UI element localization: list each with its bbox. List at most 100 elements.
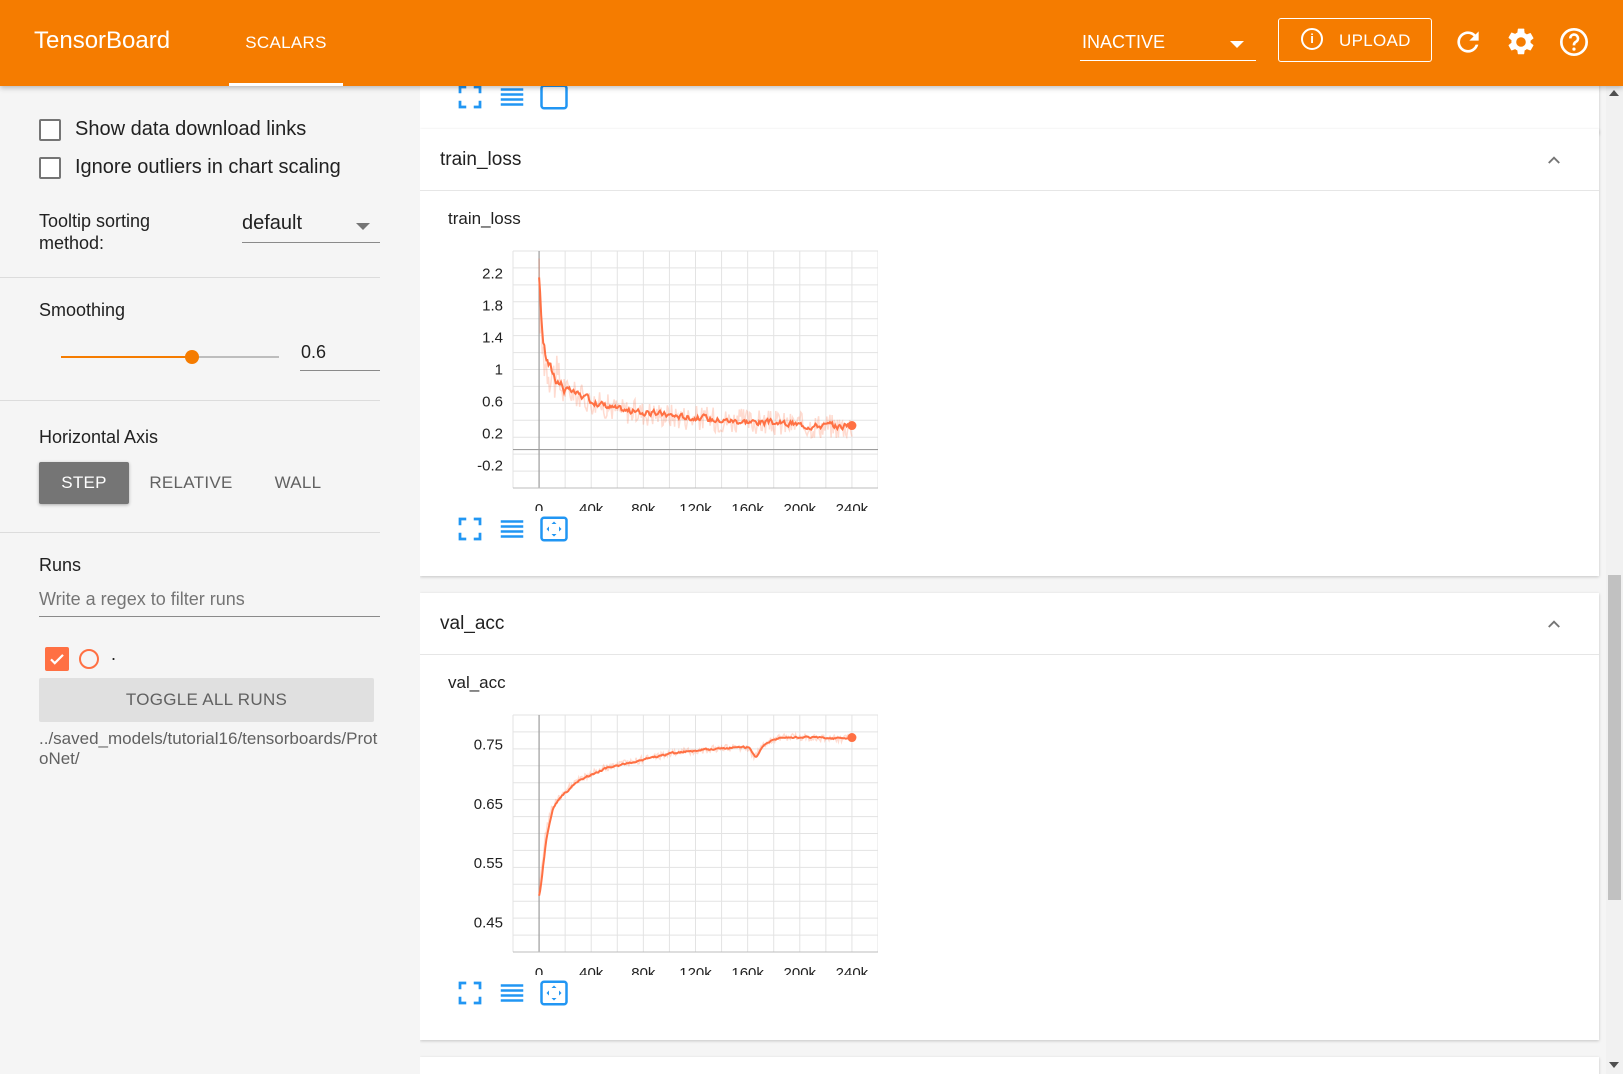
fit-domain-icon[interactable]: [539, 978, 569, 1008]
divider: [0, 532, 380, 533]
x-tick-label: 200k: [784, 501, 817, 511]
chart-title: val_acc: [448, 673, 506, 692]
last-point-marker: [847, 421, 857, 431]
scrollbar-thumb[interactable]: [1608, 575, 1621, 900]
run-checkbox[interactable]: [45, 647, 69, 671]
val-acc-chart[interactable]: 0 40k 80k 120k 160k 200k 240k 0.45 0.55 0.65 0.75: [448, 703, 878, 975]
smoothing-value: 0.6: [301, 342, 327, 362]
x-tick-label: 120k: [679, 501, 712, 511]
chevron-down-icon: [356, 223, 370, 230]
run-filter-input[interactable]: Write a regex to filter runs: [39, 584, 380, 617]
logdir-path: ../saved_models/tutorial16/tensorboards/…: [39, 729, 378, 768]
train-loss-chart[interactable]: 0 40k 80k 120k 160k 200k 240k -0.2 0.2 0.6 1 1.4 1.8…: [448, 239, 878, 511]
card-title: val_acc: [440, 613, 505, 634]
previous-card: [420, 86, 1599, 134]
val-acc-card: val_acc val_acc 0 40k 80k 120k 160k 200k 240k 0…: [420, 593, 1599, 1040]
ignore-outliers-label: Ignore outliers in chart scaling: [75, 156, 341, 178]
plugin-status-value: INACTIVE: [1082, 32, 1166, 52]
chevron-up-icon[interactable]: [1545, 151, 1563, 169]
run-color-radio[interactable]: [79, 649, 99, 669]
runs-label: Runs: [39, 555, 82, 575]
divider: [0, 400, 380, 401]
tooltip-sorting-value: default: [242, 212, 303, 234]
chart-toolbar: [455, 86, 585, 112]
x-tick-label: 200k: [784, 965, 817, 975]
data-table-icon[interactable]: [497, 978, 527, 1008]
x-tick-label: 240k: [836, 501, 869, 511]
checkmark-icon: [50, 654, 64, 665]
scroll-up-arrow-icon[interactable]: [1609, 90, 1619, 96]
x-tick-label: 80k: [631, 501, 656, 511]
smoothing-input[interactable]: 0.6: [300, 334, 380, 371]
last-point-marker: [847, 733, 857, 743]
x-tick-label: 160k: [731, 965, 764, 975]
help-icon[interactable]: [1558, 26, 1590, 58]
app-title: TensorBoard: [34, 27, 171, 54]
y-tick-label: 1: [495, 362, 503, 379]
scroll-down-arrow-icon[interactable]: [1609, 1062, 1619, 1068]
y-tick-label: 0.6: [482, 394, 503, 411]
data-table-icon[interactable]: [497, 86, 527, 112]
x-tick-label: 0: [535, 965, 543, 975]
ignore-outliers-checkbox[interactable]: [39, 156, 61, 179]
card-header[interactable]: val_acc: [420, 593, 1599, 655]
upload-button[interactable]: i UPLOAD: [1278, 18, 1432, 62]
smoothed-series-line: [538, 277, 853, 432]
download-links-label: Show data download links: [75, 118, 307, 140]
tooltip-sorting-dropdown[interactable]: default: [242, 208, 380, 243]
chart-toolbar: [455, 978, 585, 1008]
y-tick-label: -0.2: [477, 458, 503, 475]
y-tick-label: 1.4: [482, 329, 503, 346]
axis-step-button[interactable]: STEP: [39, 462, 129, 504]
train-loss-card: train_loss train_loss 0 40k 80k 120k 160k 200…: [420, 129, 1599, 576]
ignore-outliers-option[interactable]: Ignore outliers in chart scaling: [39, 156, 341, 179]
next-card: [420, 1057, 1599, 1074]
x-tick-label: 40k: [579, 965, 604, 975]
x-tick-label: 80k: [631, 965, 656, 975]
fullscreen-icon[interactable]: [455, 514, 485, 544]
y-tick-label: 0.65: [474, 796, 503, 813]
smoothing-label: Smoothing: [39, 300, 126, 320]
download-links-checkbox[interactable]: [39, 118, 61, 141]
fullscreen-icon[interactable]: [455, 978, 485, 1008]
run-name: .: [111, 644, 117, 664]
x-tick-label: 0: [535, 501, 543, 511]
card-title: train_loss: [440, 149, 522, 170]
chevron-down-icon: [1230, 41, 1244, 48]
x-tick-label: 120k: [679, 965, 712, 975]
y-tick-label: 0.55: [474, 855, 503, 872]
smoothed-series-line: [538, 735, 853, 896]
fit-domain-icon[interactable]: [539, 86, 569, 112]
refresh-icon[interactable]: [1452, 26, 1484, 58]
y-tick-label: 0.2: [482, 426, 503, 443]
download-links-option[interactable]: Show data download links: [39, 118, 306, 141]
main-content: train_loss train_loss 0 40k 80k 120k 160k 200…: [420, 86, 1603, 1074]
info-icon: i: [1301, 28, 1323, 50]
tooltip-sorting-label: Tooltip sorting method:: [39, 211, 151, 253]
fit-domain-icon[interactable]: [539, 514, 569, 544]
tab-scalars[interactable]: SCALARS: [245, 33, 327, 52]
settings-icon[interactable]: [1505, 26, 1537, 58]
smoothing-slider-fill: [61, 356, 192, 358]
y-tick-label: 2.2: [482, 265, 503, 282]
x-tick-label: 160k: [731, 501, 764, 511]
chart-title: train_loss: [448, 209, 521, 228]
y-tick-label: 0.45: [474, 914, 503, 931]
data-table-icon[interactable]: [497, 514, 527, 544]
axis-wall-button[interactable]: WALL: [274, 473, 322, 492]
sidebar: Show data download links Ignore outliers…: [0, 86, 420, 1074]
smoothing-slider[interactable]: [61, 350, 279, 364]
plugin-status-dropdown[interactable]: INACTIVE: [1080, 26, 1256, 61]
divider: [0, 277, 380, 278]
toggle-all-runs-button[interactable]: TOGGLE ALL RUNS: [39, 678, 374, 722]
smoothing-slider-handle[interactable]: [184, 350, 199, 364]
fullscreen-icon[interactable]: [455, 86, 485, 112]
x-tick-label: 240k: [836, 965, 869, 975]
card-header[interactable]: train_loss: [420, 129, 1599, 191]
x-tick-label: 40k: [579, 501, 604, 511]
upload-label: UPLOAD: [1339, 31, 1411, 50]
horizontal-axis-label: Horizontal Axis: [39, 427, 159, 447]
axis-relative-button[interactable]: RELATIVE: [149, 473, 233, 492]
y-tick-label: 0.75: [474, 737, 503, 754]
chevron-up-icon[interactable]: [1545, 615, 1563, 633]
